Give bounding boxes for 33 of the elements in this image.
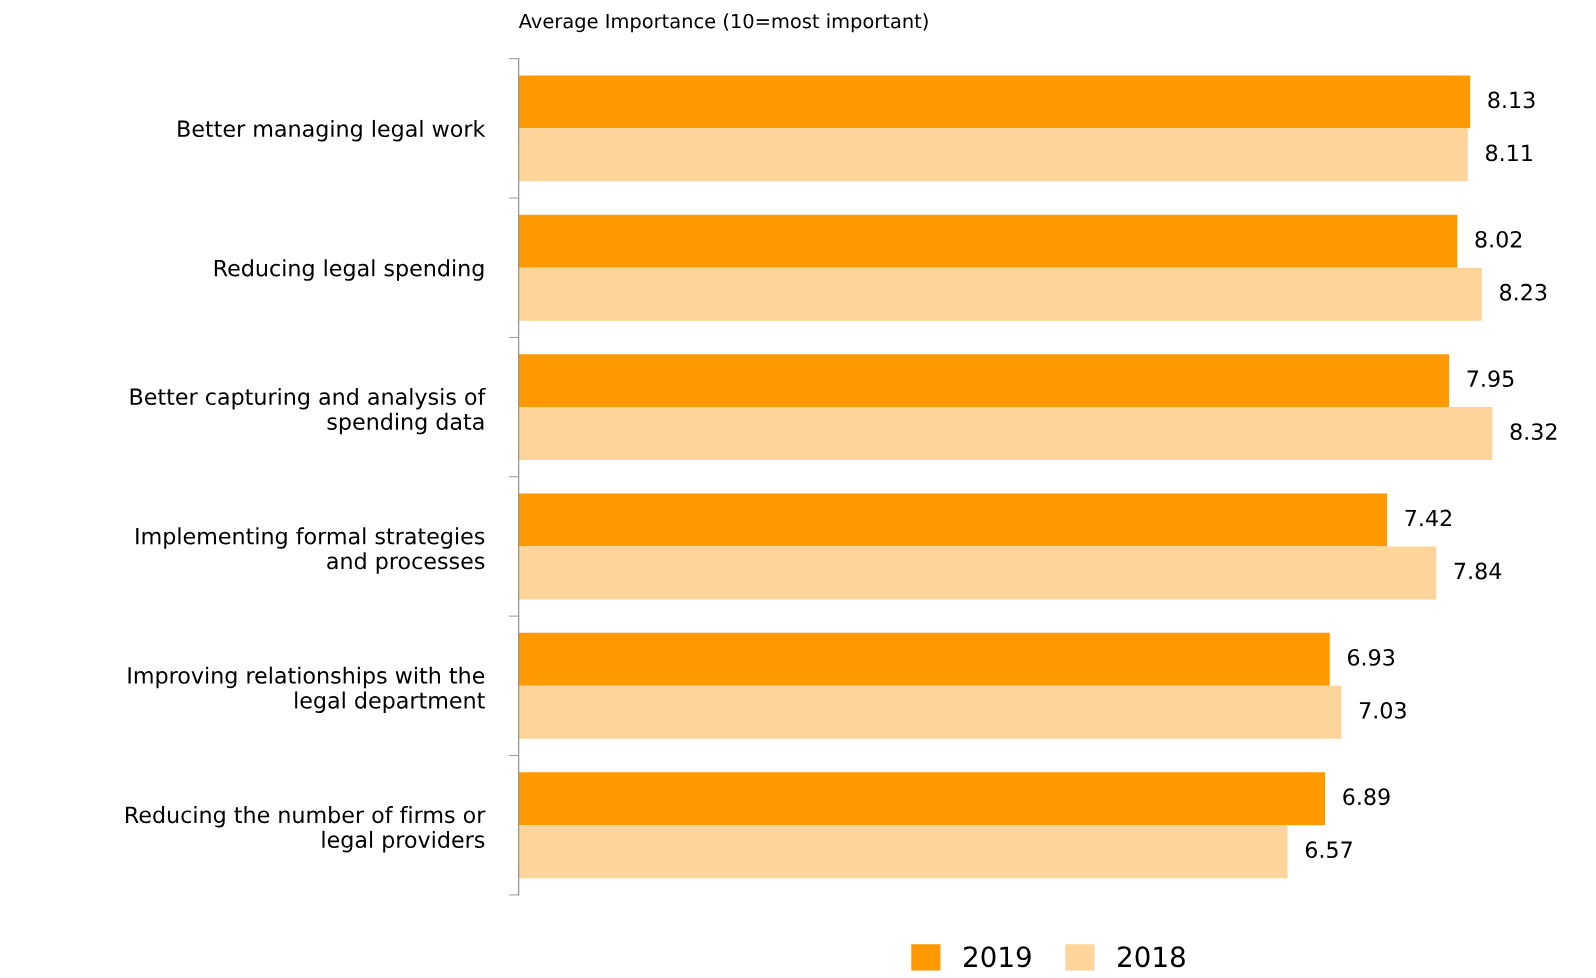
bar <box>518 267 1482 321</box>
y-tick-label: Improving relationships with the legal department <box>128 666 485 714</box>
y-tick-label: Better capturing and analysis of spending data <box>130 387 486 435</box>
bar <box>518 128 1468 182</box>
bar <box>518 825 1288 879</box>
chart-title: Average Importance (10=most important) <box>518 13 928 33</box>
data-label: 6.57 <box>1305 841 1352 859</box>
bar <box>518 75 1471 129</box>
data-label: 8.32 <box>1510 423 1557 441</box>
legend-label: 2019 <box>964 946 1031 968</box>
data-label: 8.23 <box>1500 283 1547 301</box>
bar <box>518 546 1437 600</box>
bar <box>518 632 1330 686</box>
bar <box>518 772 1326 826</box>
data-label: 8.11 <box>1486 144 1532 162</box>
data-label: 7.84 <box>1454 562 1502 580</box>
y-tick-label: Reducing legal spending <box>214 259 484 281</box>
bar <box>518 493 1388 547</box>
data-label: 6.89 <box>1343 788 1390 806</box>
legend-label: 2018 <box>1118 946 1185 968</box>
data-label: 6.93 <box>1347 648 1395 666</box>
y-tick-label: Implementing formal strategies and processes <box>136 527 485 574</box>
bar <box>518 214 1458 268</box>
data-label: 7.03 <box>1359 701 1406 719</box>
bar <box>518 354 1450 408</box>
y-tick-label: Reducing the number of firms or legal providers <box>126 805 486 853</box>
bar <box>518 685 1342 739</box>
bar <box>518 407 1493 461</box>
data-label: 8.13 <box>1488 91 1535 109</box>
data-label: 7.95 <box>1467 370 1514 388</box>
data-label: 7.42 <box>1405 509 1451 527</box>
data-label: 8.02 <box>1475 230 1522 248</box>
y-tick-label: Better managing legal work <box>178 119 486 142</box>
